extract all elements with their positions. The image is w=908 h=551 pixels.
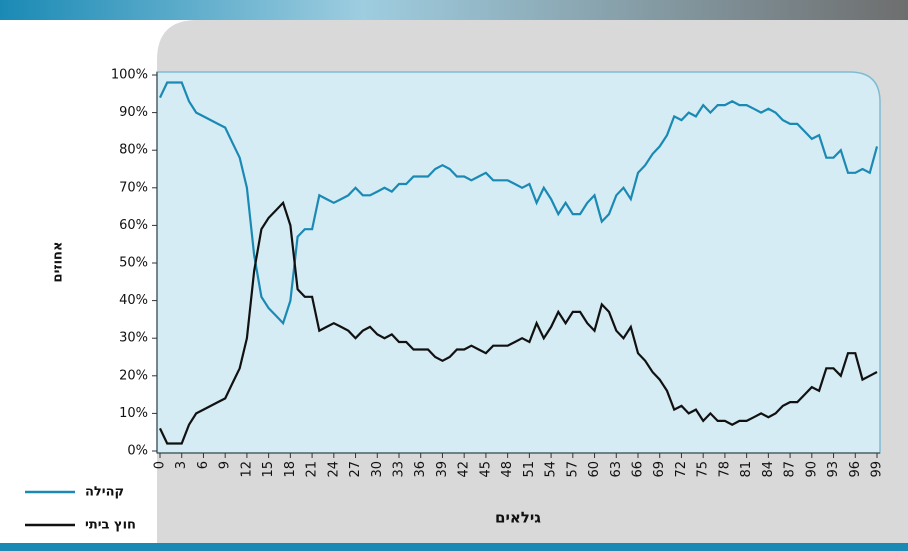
- x-tick-label: 84: [761, 461, 776, 478]
- y-tick-label: 80%: [119, 143, 148, 158]
- x-tick-label: 21: [305, 461, 320, 478]
- x-tick-label: 63: [609, 461, 624, 478]
- x-tick-label: 3: [174, 461, 189, 469]
- x-tick-label: 33: [392, 461, 407, 478]
- x-tick-label: 51: [522, 461, 537, 478]
- y-tick-label: 60%: [119, 218, 148, 233]
- x-tick-label: 57: [565, 461, 580, 478]
- x-tick-label: 66: [631, 461, 646, 478]
- header-bar: [0, 0, 908, 20]
- x-tick-label: 87: [783, 461, 798, 478]
- series-line: [159, 200, 878, 445]
- x-tick-label: 96: [848, 461, 863, 478]
- x-tick-label: 9: [218, 461, 233, 469]
- legend-label: קהילה: [85, 485, 124, 500]
- x-tick-label: 12: [239, 461, 254, 478]
- x-tick-label: 45: [478, 461, 493, 478]
- x-tick-label: 27: [348, 461, 363, 478]
- x-tick-label: 60: [587, 461, 602, 478]
- x-tick-label: 54: [544, 461, 559, 478]
- y-tick-label: 40%: [119, 293, 148, 308]
- y-tick-label: 70%: [119, 180, 148, 195]
- x-tick-label: 93: [826, 461, 841, 478]
- y-axis-label: אחוזים: [51, 242, 66, 283]
- series-line: [159, 81, 879, 326]
- x-tick-label: 42: [457, 461, 472, 478]
- y-tick-label: 20%: [119, 368, 148, 383]
- x-tick-label: 75: [696, 461, 711, 478]
- x-axis-label: גילאים: [495, 509, 541, 527]
- y-tick-label: 100%: [111, 68, 148, 83]
- y-tick-label: 90%: [119, 105, 148, 120]
- legend-label: חוץ ביתי: [85, 518, 136, 533]
- x-tick-label: 39: [435, 461, 450, 478]
- x-tick-label: 6: [196, 461, 211, 469]
- x-tick-label: 90: [804, 461, 819, 478]
- x-tick-label: 15: [261, 461, 276, 478]
- x-tick-label: 99: [870, 461, 885, 478]
- x-tick-label: 36: [413, 461, 428, 478]
- plot-area: [156, 71, 881, 454]
- x-tick-label: 48: [500, 461, 515, 478]
- footer-bar: [0, 543, 908, 551]
- y-tick-label: 0%: [127, 444, 148, 459]
- x-tick-label: 0: [153, 461, 168, 469]
- y-tick-label: 50%: [119, 256, 148, 271]
- x-tick-label: 24: [326, 461, 341, 478]
- x-tick-label: 30: [370, 461, 385, 478]
- x-tick-label: 72: [674, 461, 689, 478]
- x-tick-label: 78: [717, 461, 732, 478]
- x-tick-label: 18: [283, 461, 298, 478]
- y-tick-label: 30%: [119, 331, 148, 346]
- x-tick-label: 81: [739, 461, 754, 478]
- y-tick-label: 10%: [119, 406, 148, 421]
- x-tick-label: 69: [652, 461, 667, 478]
